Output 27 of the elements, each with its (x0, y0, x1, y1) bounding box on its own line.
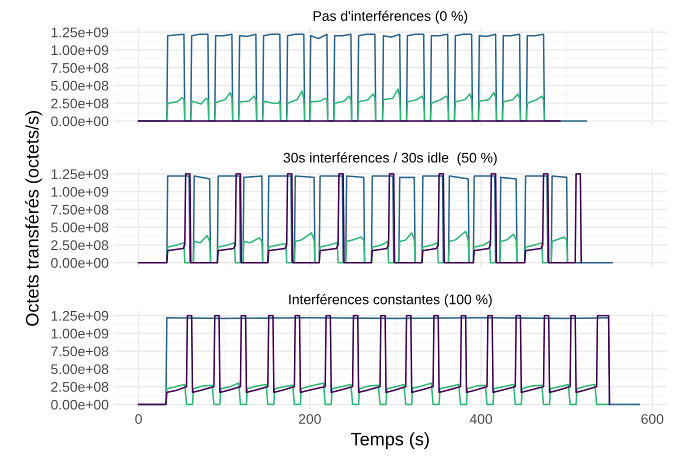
chart-title: 30s interférences / 30s idle (50 %) (284, 152, 497, 166)
y-tick-label: 1.25e+09 (52, 27, 108, 38)
x-tick-label: 0 (135, 414, 142, 424)
y-tick-label: 1.25e+09 (52, 169, 108, 180)
y-tick-label: 2.50e+08 (51, 240, 108, 250)
x-axis-title: Temps (s) (351, 432, 429, 450)
y-tick-label: 5.00e+08 (51, 80, 108, 91)
chart-title: Pas d'interférences (0 %) (314, 10, 468, 24)
y-tick-label: 0.00e+00 (51, 258, 108, 268)
y-tick-label: 1.25e+09 (52, 310, 108, 321)
y-tick-label: 7.50e+08 (51, 346, 108, 356)
y-tick-label: 1.00e+09 (52, 45, 108, 56)
x-tick-label: 600 (641, 414, 664, 424)
y-tick-label: 2.50e+08 (51, 382, 108, 392)
y-tick-label: 5.00e+08 (51, 364, 108, 374)
y-tick-label: 7.50e+08 (51, 63, 108, 73)
y-tick-label: 0.00e+00 (51, 400, 108, 410)
y-axis-title: Octets transférés (octets/s) (25, 111, 42, 326)
y-tick-label: 2.50e+08 (51, 98, 108, 108)
y-tick-label: 0.00e+00 (51, 116, 108, 126)
y-tick-label: 1.00e+09 (52, 186, 108, 197)
y-tick-label: 5.00e+08 (51, 222, 108, 232)
chart-title: Interférences constantes (100 %) (289, 294, 492, 308)
y-tick-label: 7.50e+08 (51, 204, 108, 215)
x-tick-label: 200 (298, 414, 321, 424)
y-tick-label: 1.00e+09 (52, 328, 108, 339)
x-tick-label: 400 (470, 414, 492, 424)
